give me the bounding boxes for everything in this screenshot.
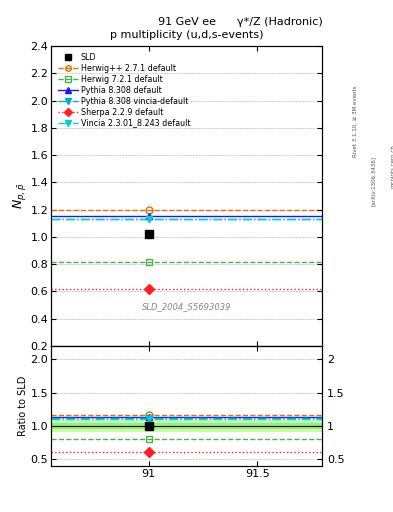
Text: mcplots.cern.ch: mcplots.cern.ch	[390, 144, 393, 188]
Text: Rivet 3.1.10, ≥ 3M events: Rivet 3.1.10, ≥ 3M events	[352, 86, 357, 157]
Legend: SLD, Herwig++ 2.7.1 default, Herwig 7.2.1 default, Pythia 8.308 default, Pythia : SLD, Herwig++ 2.7.1 default, Herwig 7.2.…	[55, 50, 193, 130]
Bar	[51, 423, 322, 429]
Text: [arXiv:1306.3436]: [arXiv:1306.3436]	[371, 156, 376, 206]
Text: γ*/Z (Hadronic): γ*/Z (Hadronic)	[237, 16, 322, 27]
Text: 91 GeV ee: 91 GeV ee	[158, 16, 216, 27]
Y-axis label: Ratio to SLD: Ratio to SLD	[18, 376, 28, 436]
Text: p multiplicity (u,d,s-events): p multiplicity (u,d,s-events)	[110, 30, 263, 40]
Bar	[51, 420, 322, 432]
Text: SLD_2004_S5693039: SLD_2004_S5693039	[142, 303, 231, 311]
Y-axis label: $N_{p,\bar{p}}$: $N_{p,\bar{p}}$	[11, 183, 28, 209]
